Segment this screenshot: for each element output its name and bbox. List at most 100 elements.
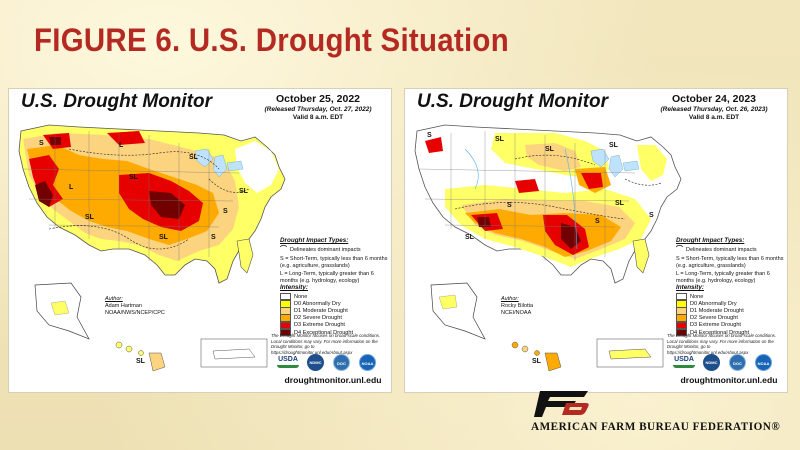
- disclaimer-text: The Drought Monitor focuses on broad-sca…: [667, 333, 777, 355]
- impact-heading: Drought Impact Types:: [280, 237, 349, 244]
- map-date: October 24, 2023: [671, 93, 757, 105]
- agency-logos: USDA NDMC DOC NOAA: [673, 354, 785, 372]
- legend-row-d2: D2 Severe Drought: [676, 314, 784, 322]
- map-release-date: (Released Thursday, Oct. 26, 2023): [660, 106, 768, 113]
- legend-swatch: [280, 307, 291, 315]
- intensity-legend: Intensity: None D0 Abnormally Dry D1 Mod…: [280, 284, 388, 337]
- afbf-name: AMERICAN FARM BUREAU FEDERATION®: [531, 421, 781, 433]
- impact-label: SL: [465, 234, 475, 241]
- legend-row-none: None: [676, 292, 784, 301]
- website-link[interactable]: droughtmonitor.unl.edu: [284, 375, 382, 385]
- map-heading: U.S. Drought Monitor: [417, 91, 609, 112]
- impact-label: SL: [609, 142, 619, 149]
- legend-row-d0: D0 Abnormally Dry: [676, 300, 784, 308]
- legend-label: D4 Exceptional Drought: [294, 329, 354, 336]
- disclaimer-text: The Drought Monitor focuses on broad-sca…: [271, 333, 381, 355]
- author-block: Author: Adam Hartman NOAA/NWS/NCEP/CPC: [105, 296, 195, 317]
- legend-swatch: [676, 300, 687, 308]
- legend-label: None: [294, 293, 308, 300]
- author-name: Adam Hartman: [105, 303, 142, 310]
- legend-label: D3 Extreme Drought: [690, 322, 741, 329]
- afbf-logo-icon: [534, 391, 589, 417]
- us-drought-map-2023: S SL SL SL SL SL S S S SL: [414, 124, 682, 372]
- legend-row-d1: D1 Moderate Drought: [676, 307, 784, 315]
- impact-label: S: [427, 132, 432, 139]
- author-block: Author: Rocky Bilotta NCEI/NOAA: [501, 296, 591, 317]
- intensity-heading: Intensity:: [280, 284, 308, 291]
- impact-label: SL: [136, 358, 146, 365]
- usda-logo: USDA: [673, 356, 695, 370]
- legend-row-d2: D2 Severe Drought: [280, 314, 388, 322]
- legend-label: D0 Abnormally Dry: [294, 300, 341, 307]
- impact-long-term-row: L = Long-Term, typically greater than 6 …: [280, 271, 388, 285]
- legend-label: D2 Severe Drought: [690, 315, 738, 322]
- impact-long-term-row: L = Long-Term, typically greater than 6 …: [676, 271, 784, 285]
- intensity-legend: Intensity: None D0 Abnormally Dry D1 Mod…: [676, 284, 784, 337]
- impact-label: S: [223, 208, 228, 215]
- legend-swatch: [280, 314, 291, 322]
- map-date: October 25, 2022: [275, 93, 361, 105]
- impact-label: S: [507, 202, 512, 209]
- legend-label: None: [690, 293, 704, 300]
- impact-label: S: [595, 218, 600, 225]
- impact-long-term-text: L = Long-Term, typically greater than 6 …: [676, 271, 770, 285]
- legend-label: D4 Exceptional Drought: [690, 329, 750, 336]
- impact-label: L: [69, 184, 74, 191]
- legend-row-d4: D4 Exceptional Drought: [676, 328, 784, 337]
- doc-logo: DOC: [333, 354, 350, 371]
- map-date-block: October 24, 2023 (Released Thursday, Oct…: [649, 93, 779, 121]
- author-org: NOAA/NWS/NCEP/CPC: [105, 310, 165, 317]
- legend-label: D2 Severe Drought: [294, 315, 342, 322]
- legend-row-d4: D4 Exceptional Drought: [280, 328, 388, 337]
- map-valid-time: Valid 8 a.m. EDT: [292, 114, 344, 121]
- legend-swatch: [280, 321, 291, 330]
- impact-label: S: [211, 234, 216, 241]
- legend-swatch: [280, 300, 291, 308]
- legend-swatch: [676, 307, 687, 315]
- impact-label: SL: [159, 234, 169, 241]
- legend-swatch: [280, 328, 291, 337]
- legend-row-d0: D0 Abnormally Dry: [280, 300, 388, 308]
- dashed-line-icon: ⌒: [676, 245, 683, 253]
- impact-delineates-text: Delineates dominant impacts: [686, 246, 757, 253]
- noaa-logo: NOAA: [755, 354, 772, 371]
- ndmc-logo: NDMC: [703, 354, 720, 371]
- legend-label: D1 Moderate Drought: [294, 307, 348, 314]
- impact-types-legend: Drought Impact Types: ⌒ Delineates domin…: [280, 237, 388, 287]
- drought-map-panel-2023: S SL SL SL SL SL S S S SL U.S. Drought M…: [404, 88, 788, 393]
- noaa-logo: NOAA: [359, 354, 376, 371]
- legend-label: D0 Abnormally Dry: [690, 300, 737, 307]
- impact-label: SL: [85, 214, 95, 221]
- map-date-block: October 25, 2022 (Released Thursday, Oct…: [253, 93, 383, 121]
- legend-row-none: None: [280, 292, 388, 301]
- impact-short-term-row: S = Short-Term, typically less than 6 mo…: [280, 256, 388, 270]
- impact-delineates-text: Delineates dominant impacts: [290, 246, 361, 253]
- author-label: Author:: [105, 296, 123, 302]
- impact-label: SL: [532, 358, 542, 365]
- legend-swatch: [676, 321, 687, 330]
- impact-label: SL: [495, 136, 505, 143]
- impact-heading: Drought Impact Types:: [676, 237, 745, 244]
- impact-label: SL: [545, 146, 555, 153]
- usda-logo: USDA: [277, 356, 299, 370]
- impact-types-legend: Drought Impact Types: ⌒ Delineates domin…: [676, 237, 784, 287]
- legend-swatch: [676, 292, 687, 301]
- impact-delineates-row: ⌒ Delineates dominant impacts: [676, 245, 784, 254]
- author-label: Author:: [501, 296, 519, 302]
- legend-label: D3 Extreme Drought: [294, 322, 345, 329]
- impact-label: SL: [239, 188, 249, 195]
- map-release-date: (Released Thursday, Oct. 27, 2022): [264, 106, 372, 113]
- legend-swatch: [280, 292, 291, 301]
- legend-row-d3: D3 Extreme Drought: [676, 321, 784, 330]
- author-name: Rocky Bilotta: [501, 303, 534, 310]
- map-valid-time: Valid 8 a.m. EDT: [688, 114, 740, 121]
- legend-swatch: [676, 314, 687, 322]
- us-drought-map-2022: S L SL SL SL SL S SL S L SL: [18, 124, 286, 372]
- impact-delineates-row: ⌒ Delineates dominant impacts: [280, 245, 388, 254]
- drought-map-panel-2022: S L SL SL SL SL S SL S L SL U.S. Drought…: [8, 88, 392, 393]
- dashed-line-icon: ⌒: [280, 245, 287, 253]
- intensity-heading: Intensity:: [676, 284, 704, 291]
- legend-row-d1: D1 Moderate Drought: [280, 307, 388, 315]
- ndmc-logo: NDMC: [307, 354, 324, 371]
- website-link[interactable]: droughtmonitor.unl.edu: [680, 375, 778, 385]
